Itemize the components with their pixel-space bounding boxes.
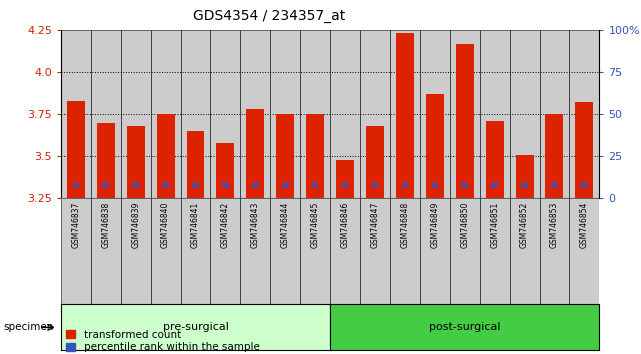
- Bar: [366, 126, 384, 198]
- Bar: [151, 198, 181, 304]
- Text: GSM746843: GSM746843: [251, 201, 260, 248]
- Bar: [390, 198, 420, 304]
- Bar: [121, 198, 151, 304]
- Bar: [342, 183, 348, 187]
- Bar: [162, 183, 169, 187]
- Text: GDS4354 / 234357_at: GDS4354 / 234357_at: [193, 9, 345, 23]
- Text: GSM746846: GSM746846: [340, 201, 349, 248]
- Bar: [240, 198, 271, 304]
- Bar: [450, 198, 479, 304]
- Bar: [246, 109, 264, 198]
- Bar: [300, 30, 330, 198]
- Text: GSM746854: GSM746854: [580, 201, 589, 248]
- Text: GSM746841: GSM746841: [191, 201, 200, 248]
- Bar: [336, 160, 354, 198]
- Bar: [402, 183, 408, 187]
- Bar: [156, 114, 174, 198]
- Legend: transformed count, percentile rank within the sample: transformed count, percentile rank withi…: [66, 330, 260, 352]
- Bar: [390, 30, 420, 198]
- Bar: [187, 131, 204, 198]
- Bar: [426, 94, 444, 198]
- Bar: [551, 183, 558, 187]
- Bar: [420, 198, 450, 304]
- Text: GSM746848: GSM746848: [401, 201, 410, 248]
- Text: GSM746850: GSM746850: [460, 201, 469, 248]
- Bar: [217, 143, 235, 198]
- Text: GSM746838: GSM746838: [101, 201, 110, 248]
- Text: GSM746847: GSM746847: [370, 201, 379, 248]
- Bar: [462, 183, 468, 187]
- Bar: [192, 183, 199, 187]
- Bar: [306, 114, 324, 198]
- Text: GSM746851: GSM746851: [490, 201, 499, 248]
- Bar: [515, 155, 533, 198]
- Bar: [431, 183, 438, 187]
- Bar: [240, 30, 271, 198]
- Text: GSM746840: GSM746840: [161, 201, 170, 248]
- Bar: [97, 122, 115, 198]
- Text: GSM746852: GSM746852: [520, 201, 529, 248]
- Bar: [479, 198, 510, 304]
- Bar: [91, 30, 121, 198]
- Bar: [276, 114, 294, 198]
- Bar: [300, 198, 330, 304]
- Text: GSM746849: GSM746849: [430, 201, 439, 248]
- Text: GSM746853: GSM746853: [550, 201, 559, 248]
- Bar: [479, 30, 510, 198]
- Bar: [450, 30, 479, 198]
- Bar: [210, 198, 240, 304]
- Bar: [569, 198, 599, 304]
- Bar: [396, 33, 414, 198]
- Bar: [181, 30, 210, 198]
- Bar: [67, 101, 85, 198]
- Text: GSM746844: GSM746844: [281, 201, 290, 248]
- Bar: [151, 30, 181, 198]
- Bar: [510, 30, 540, 198]
- Text: GSM746845: GSM746845: [311, 201, 320, 248]
- Bar: [372, 183, 378, 187]
- Bar: [282, 183, 288, 187]
- Text: specimen: specimen: [3, 322, 54, 332]
- Bar: [312, 183, 319, 187]
- Text: pre-surgical: pre-surgical: [163, 322, 228, 332]
- Bar: [360, 30, 390, 198]
- Bar: [330, 30, 360, 198]
- Bar: [492, 183, 498, 187]
- Bar: [61, 198, 91, 304]
- Text: GSM746839: GSM746839: [131, 201, 140, 248]
- Bar: [103, 183, 109, 187]
- Bar: [133, 183, 139, 187]
- Bar: [576, 102, 594, 198]
- Bar: [181, 198, 210, 304]
- Bar: [127, 126, 145, 198]
- Bar: [486, 121, 504, 198]
- Bar: [545, 114, 563, 198]
- Bar: [210, 30, 240, 198]
- Bar: [252, 183, 258, 187]
- Bar: [510, 198, 540, 304]
- Bar: [61, 30, 91, 198]
- Text: GSM746842: GSM746842: [221, 201, 230, 248]
- Bar: [581, 183, 588, 187]
- Text: post-surgical: post-surgical: [429, 322, 501, 332]
- Text: GSM746837: GSM746837: [71, 201, 80, 248]
- Bar: [420, 30, 450, 198]
- Bar: [360, 198, 390, 304]
- Bar: [521, 183, 528, 187]
- Bar: [271, 198, 300, 304]
- Bar: [222, 183, 229, 187]
- Bar: [456, 44, 474, 198]
- Bar: [72, 183, 79, 187]
- Bar: [540, 30, 569, 198]
- Bar: [569, 30, 599, 198]
- Bar: [540, 198, 569, 304]
- Bar: [91, 198, 121, 304]
- Bar: [271, 30, 300, 198]
- Bar: [330, 198, 360, 304]
- Bar: [121, 30, 151, 198]
